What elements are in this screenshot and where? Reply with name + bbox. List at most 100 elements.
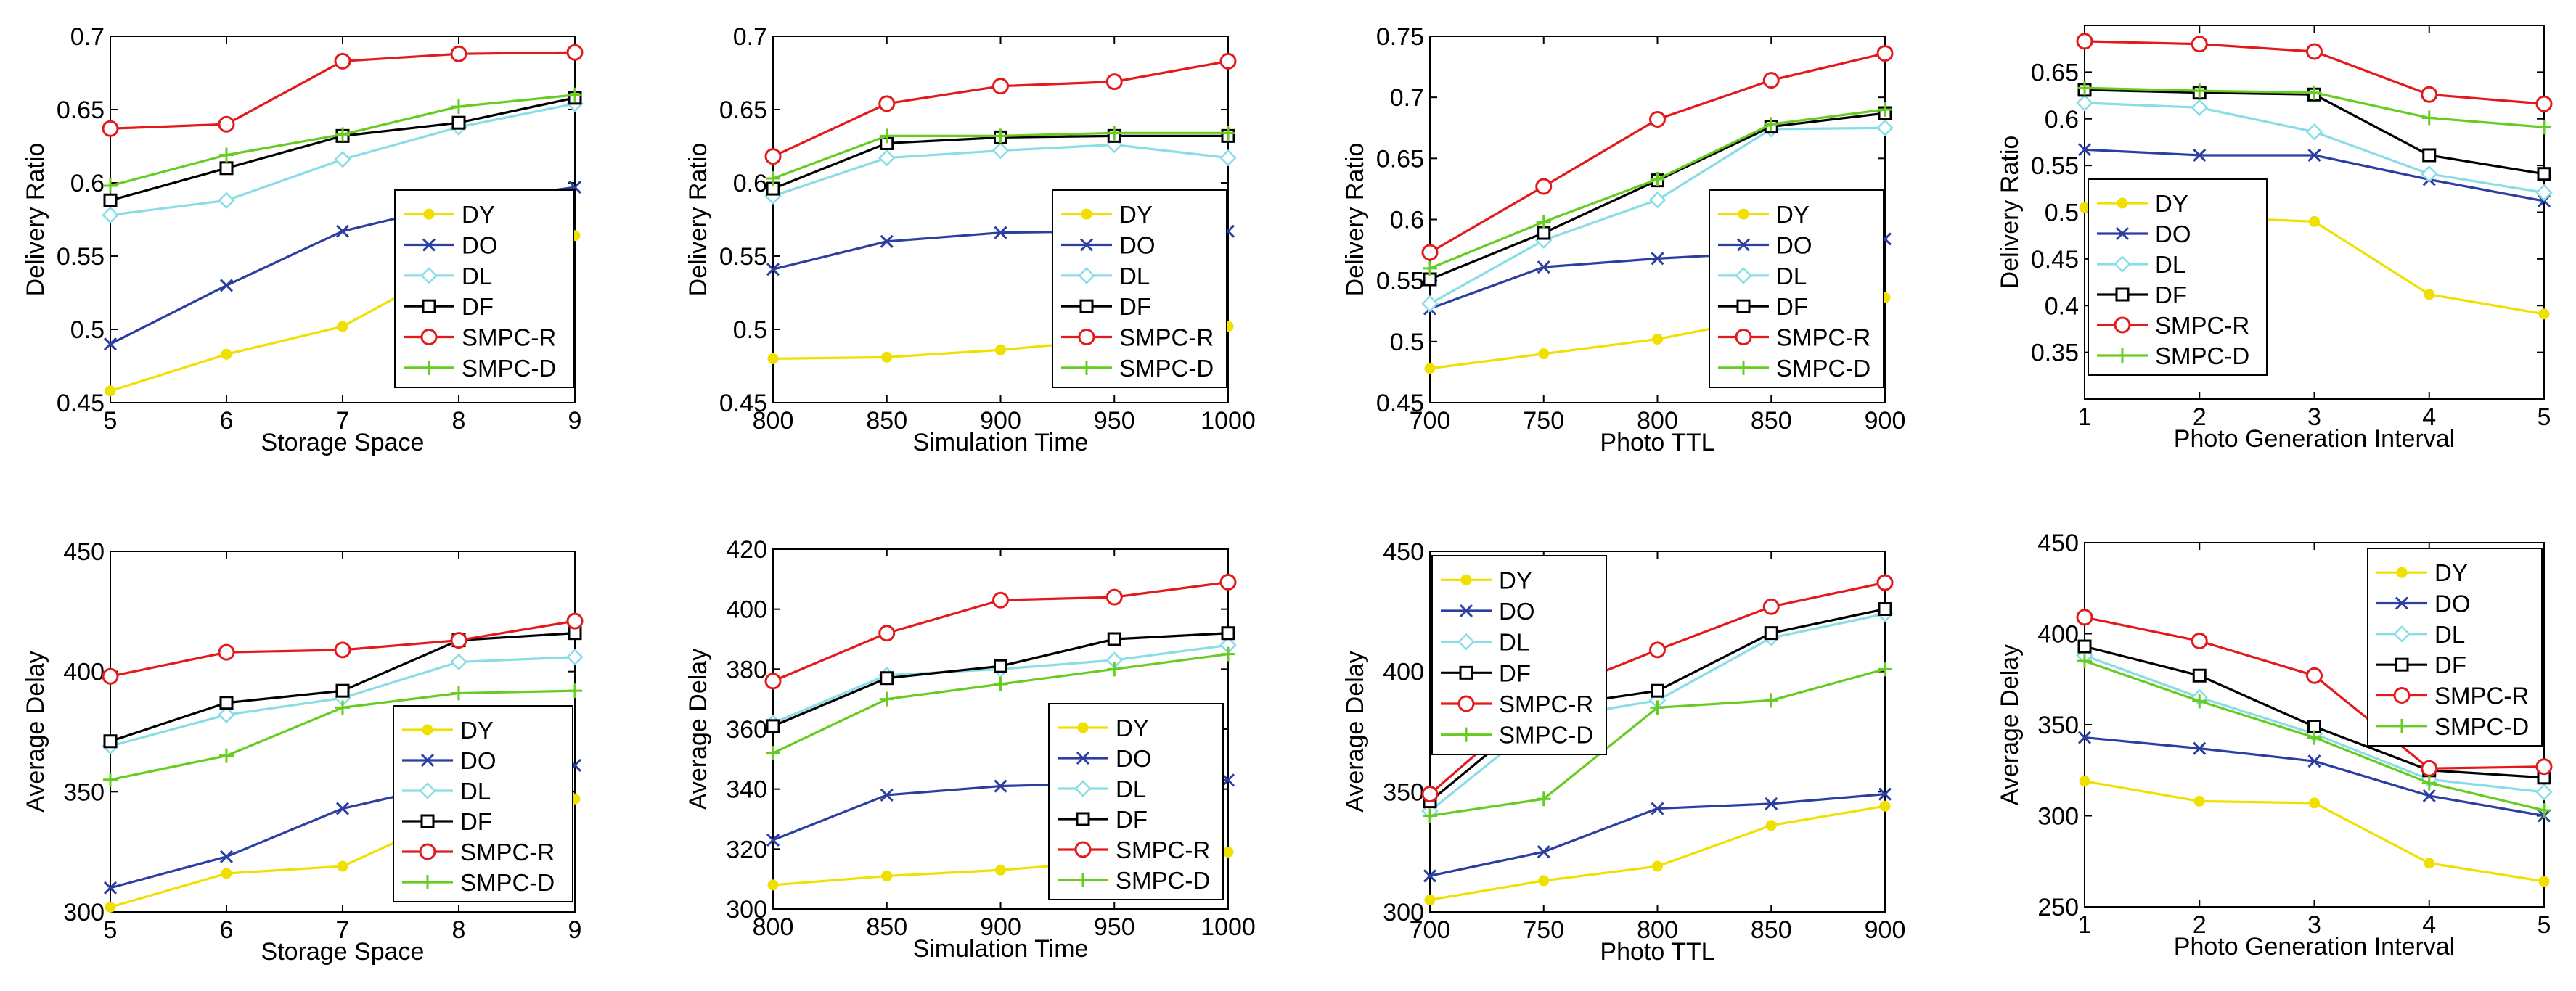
legend-marker-smpc-r [2393,687,2411,704]
legend-marker-dy [422,724,433,736]
data-point-dy [1765,820,1777,831]
legend-entry-smpc-r: SMPC-R [1058,836,1210,863]
data-point-smpc-d [1423,260,1437,276]
legend-label: DO [2155,221,2191,247]
legend: DY DO DL DF SMPC-R SMPC-D [1052,189,1227,388]
data-point-do [1651,802,1664,815]
legend-entry-smpc-r: SMPC-R [2097,312,2249,339]
data-point-do [2422,789,2436,802]
data-point-smpc-r [1876,574,1894,591]
chart-panel-2: 800 850 900 950 1000 0.45 0.5 0.55 0.6 0.65 0.7 Sim… [684,23,1256,456]
legend-label: SMPC-R [2155,312,2249,339]
legend-entry-do: DO [1058,745,1152,772]
legend-entry-smpc-r: SMPC-R [404,324,556,351]
chart-panel-5: 5 6 7 8 9 300 350 400 450 Storage Space Average De… [22,538,584,966]
y-tick-label: 400 [726,596,767,624]
data-point-dy [221,868,232,879]
legend-entry-dl: DL [1718,263,1807,289]
data-point-dl [991,141,1010,160]
legend-marker-df [1736,299,1751,313]
legend-marker-df [1076,812,1090,826]
legend-entry-do: DO [1061,232,1156,259]
legend-box [1052,189,1227,388]
x-tick-label: 900 [1865,407,1906,435]
series-smpc-r [764,573,1237,690]
legend-label: DO [460,747,496,774]
data-point-smpc-r [450,45,467,62]
data-point-do [219,279,234,292]
legend-label: DO [1776,232,1812,259]
y-tick-label: 0.65 [1376,145,1424,173]
data-point-smpc-d [2192,83,2207,99]
data-point-dy [2309,797,2320,809]
legend-entry-dl: DL [2097,251,2185,278]
data-point-smpc-d [451,686,466,701]
legend-marker-do [420,753,435,768]
data-point-do [1765,797,1778,810]
legend-label: DY [1116,715,1149,741]
series-smpc-d [1423,102,1892,276]
data-point-smpc-d [2421,110,2437,126]
data-point-do [1221,773,1235,787]
x-tick-label: 5 [104,916,118,944]
data-point-df [335,683,350,698]
y-axis-label: Delivery Ratio [1341,143,1369,297]
legend-entry-dy: DY [402,717,494,744]
x-tick-label: 7 [336,916,350,944]
legend-label: DL [462,263,492,289]
data-point-smpc-r [1105,73,1123,91]
legend-marker-dy [423,208,435,220]
data-point-smpc-r [2076,609,2093,626]
legend-marker-dl [419,782,436,799]
data-point-dy [1879,800,1891,812]
y-tick-label: 450 [1383,538,1424,566]
data-point-smpc-d [993,128,1008,144]
y-tick-label: 450 [63,538,105,566]
data-point-df [1107,632,1121,646]
x-tick-label: 1000 [1201,407,1256,435]
data-point-smpc-r [334,641,351,659]
legend-entry-smpc-d: SMPC-D [402,869,555,896]
data-point-smpc-d [2537,120,2551,135]
data-point-df [2537,167,2551,181]
data-point-dy [767,879,779,891]
legend-entry-dl: DL [2376,621,2465,648]
y-tick-label: 0.6 [70,170,105,197]
legend-label: DL [1116,776,1146,802]
x-tick-label: 5 [104,407,118,435]
data-point-df [219,161,234,176]
data-point-do [2307,148,2321,163]
x-axis-label: Simulation Time [913,429,1089,456]
legend-marker-smpc-d [1459,727,1473,742]
x-tick-label: 3 [2307,403,2321,431]
data-point-do [219,850,234,863]
x-tick-label: 8 [452,407,466,435]
legend-marker-dy [1077,722,1089,733]
legend-label: DF [1119,293,1151,320]
y-tick-label: 340 [726,776,767,804]
legend-marker-df [2395,657,2409,672]
legend-marker-smpc-d [1076,873,1090,887]
x-axis-label: Storage Space [261,429,425,456]
x-tick-label: 800 [1637,407,1678,435]
legend-entry-do: DO [2376,591,2471,617]
data-point-smpc-d [1536,214,1551,229]
y-tick-label: 400 [2037,621,2079,649]
legend-entry-dy: DY [2376,559,2468,586]
legend-label: DO [462,232,498,259]
legend-entry-dl: DL [402,778,491,805]
data-point-smpc-r [450,632,467,649]
data-point-dy [2309,215,2320,227]
legend-marker-do [1079,238,1094,252]
data-point-do [2193,741,2207,755]
x-tick-label: 950 [1094,407,1135,435]
x-tick-label: 800 [753,407,794,435]
legend-entry-do: DO [1718,232,1812,259]
x-tick-label: 1 [2078,911,2092,939]
series-smpc-d [2077,81,2551,135]
y-tick-label: 0.7 [1390,84,1424,112]
legend-label: SMPC-D [1499,722,1593,749]
data-point-smpc-r [2421,86,2438,103]
legend-entry-smpc-d: SMPC-D [1061,355,1214,382]
legend-marker-do [2395,596,2409,610]
